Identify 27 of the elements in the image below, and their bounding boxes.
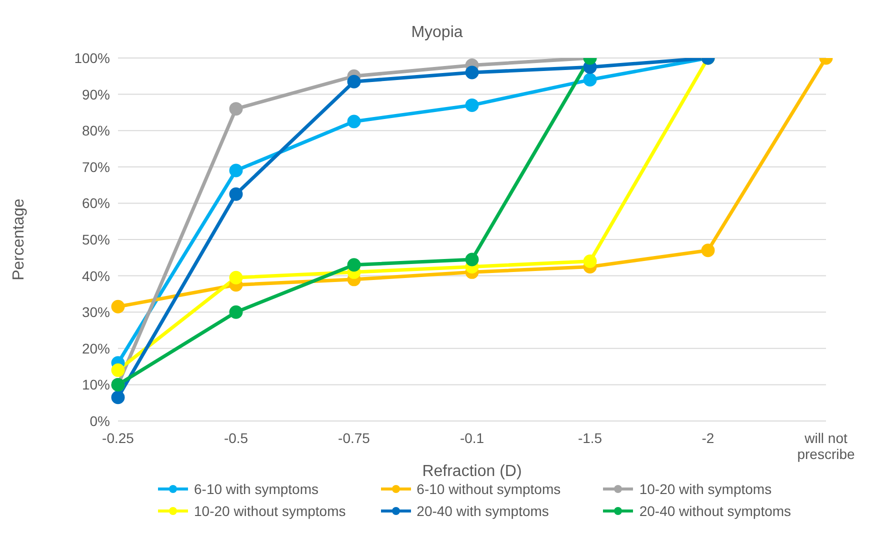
y-tick-label: 50% bbox=[82, 231, 110, 248]
chart-title: Myopia bbox=[410, 24, 464, 42]
legend-label: 10-20 without symptoms bbox=[194, 503, 346, 519]
x-tick-label: -0.75 bbox=[338, 430, 370, 446]
x-tick-label: -1.5 bbox=[578, 430, 602, 446]
x-tick-label: -2 bbox=[702, 430, 714, 446]
legend-label: 20-40 without symptoms bbox=[639, 503, 792, 519]
y-tick-label: 40% bbox=[82, 268, 110, 284]
legend-label: 20-40 with symptoms bbox=[416, 503, 549, 519]
y-tick-label: 70% bbox=[82, 158, 110, 175]
legend-label: 6-10 with symptoms bbox=[194, 481, 318, 497]
x-tick-label: will not prescribe bbox=[797, 430, 855, 462]
y-tick-label: 100% bbox=[74, 50, 110, 66]
x-tick-label: -0.1 bbox=[460, 430, 484, 446]
x-tick-label: -0.5 bbox=[224, 430, 248, 446]
legend-label: 10-20 with symptoms bbox=[639, 481, 772, 497]
x-tick-label: -0.25 bbox=[102, 430, 134, 446]
y-tick-label: 20% bbox=[82, 340, 110, 356]
y-tick-label: 80% bbox=[82, 122, 110, 139]
x-axis-title: Refraction (D) bbox=[422, 463, 522, 480]
y-tick-label: 90% bbox=[82, 86, 110, 102]
y-axis-title: Percentage bbox=[10, 198, 28, 280]
y-tick-label: 30% bbox=[82, 304, 110, 320]
y-tick-label: 0% bbox=[90, 412, 110, 429]
y-tick-label: 10% bbox=[82, 376, 110, 393]
legend-label: 6-10 without symptoms bbox=[416, 481, 561, 497]
y-tick-label: 60% bbox=[82, 195, 110, 212]
